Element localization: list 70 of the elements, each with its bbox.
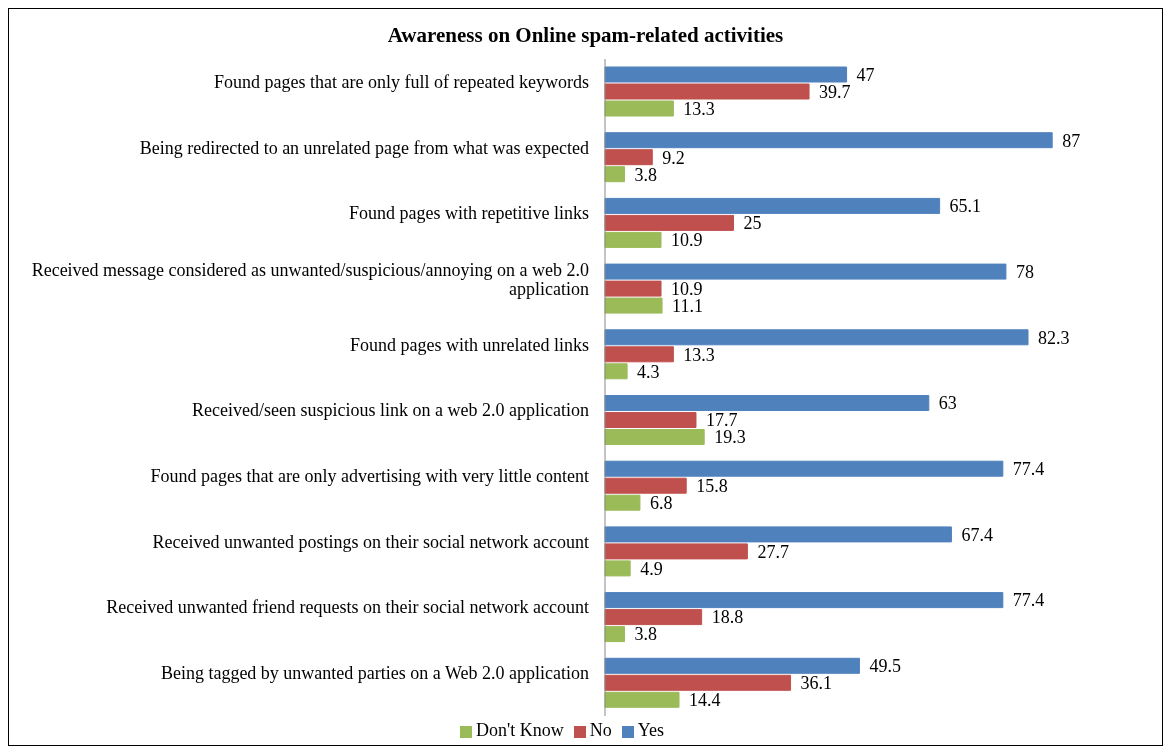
data-label: 4.9 — [640, 558, 663, 579]
data-label: 65.1 — [949, 196, 982, 217]
y-tick-label: Being tagged by unwanted parties on a Web 2.0 application — [160, 663, 589, 684]
bar — [604, 231, 662, 248]
bar — [604, 346, 674, 363]
bar — [604, 526, 952, 543]
bar — [604, 494, 641, 511]
legend-label: Don't Know — [476, 720, 564, 740]
legend-label: No — [589, 720, 612, 740]
data-label: 63 — [938, 393, 957, 414]
data-label: 36.1 — [800, 673, 833, 694]
data-label: 9.2 — [662, 147, 685, 168]
bar — [604, 691, 680, 708]
bar — [604, 395, 930, 411]
data-label: 77.4 — [1012, 459, 1045, 480]
bar — [604, 297, 663, 314]
data-label: 82.3 — [1038, 327, 1070, 348]
y-tick-label: Found pages that are only full of repeated keywords — [214, 71, 589, 92]
data-label: 6.8 — [649, 493, 673, 514]
bar — [604, 412, 697, 428]
bar — [604, 609, 703, 626]
chart-title: Awareness on Online spam-related activities — [386, 22, 785, 49]
bar — [604, 626, 626, 643]
bar — [604, 657, 860, 674]
data-label: 3.8 — [634, 624, 658, 645]
bar — [604, 132, 1053, 149]
bar — [604, 214, 734, 231]
bar — [604, 197, 941, 214]
legend-label: Yes — [637, 720, 664, 740]
data-label: 78 — [1015, 261, 1034, 282]
bar — [604, 543, 748, 560]
bar — [604, 280, 662, 297]
bar — [604, 263, 1007, 280]
bar — [604, 166, 626, 183]
data-label: 14.4 — [689, 690, 721, 711]
y-tick-label: Being redirected to an unrelated page from what was expected — [139, 137, 589, 158]
data-label: 10.9 — [671, 230, 703, 251]
bar — [604, 560, 631, 577]
data-label: 67.4 — [961, 524, 993, 545]
bar — [604, 592, 1004, 609]
y-tick-label: Received message considered as unwanted/suspicious/annoying on a web 2.0 application — [31, 259, 589, 299]
data-label: 77.4 — [1012, 590, 1045, 611]
data-label: 25 — [743, 213, 762, 234]
y-tick-label: Received/seen suspicious link on a web 2.0 application — [192, 400, 589, 421]
data-label: 13.3 — [683, 344, 715, 365]
data-label: 13.3 — [683, 98, 715, 119]
bar — [604, 460, 1004, 477]
bar — [604, 674, 792, 691]
data-label: 39.7 — [819, 81, 851, 102]
bar — [604, 100, 674, 117]
data-label: 4.3 — [637, 361, 660, 382]
bar — [604, 83, 810, 100]
data-label: 87 — [1062, 130, 1081, 151]
data-label: 3.8 — [634, 164, 658, 185]
data-label: 47 — [856, 64, 875, 85]
y-tick-label: Found pages with unrelated links — [350, 334, 589, 355]
bar — [604, 149, 653, 166]
y-tick-label: Found pages that are only advertising with very little content — [150, 466, 589, 487]
y-tick-label: Found pages with repetitive links — [349, 203, 589, 224]
bar — [604, 66, 848, 83]
data-label: 18.8 — [711, 607, 744, 628]
data-label: 15.8 — [696, 476, 728, 497]
bar — [604, 329, 1029, 346]
y-tick-label: Received unwanted friend requests on their social network account — [106, 597, 589, 618]
data-label: 49.5 — [869, 656, 901, 677]
bar — [604, 363, 628, 380]
data-label: 27.7 — [757, 541, 789, 562]
bar — [604, 477, 687, 494]
bar — [604, 429, 705, 445]
y-tick-label: Received unwanted postings on their social network account — [152, 531, 589, 552]
